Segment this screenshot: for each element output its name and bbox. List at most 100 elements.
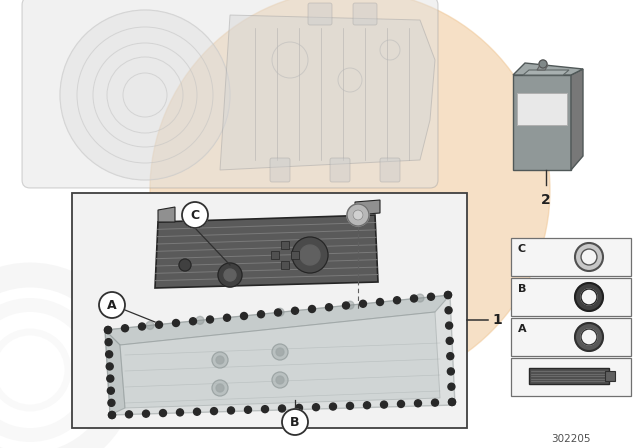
Circle shape: [106, 363, 113, 370]
Circle shape: [108, 387, 115, 394]
Circle shape: [346, 402, 353, 409]
Circle shape: [179, 259, 191, 271]
Circle shape: [342, 302, 349, 309]
Circle shape: [173, 319, 179, 327]
Circle shape: [276, 308, 284, 316]
Text: B: B: [291, 415, 300, 428]
Bar: [281, 261, 289, 269]
Circle shape: [415, 400, 422, 407]
Circle shape: [346, 301, 354, 309]
Circle shape: [397, 401, 404, 407]
Circle shape: [262, 405, 269, 413]
Circle shape: [376, 298, 383, 306]
Circle shape: [207, 316, 214, 323]
Circle shape: [447, 353, 454, 360]
Circle shape: [410, 295, 417, 302]
FancyBboxPatch shape: [380, 158, 400, 182]
Circle shape: [224, 269, 236, 281]
Circle shape: [581, 249, 597, 265]
Polygon shape: [105, 295, 455, 415]
Circle shape: [241, 313, 248, 319]
Circle shape: [106, 351, 113, 358]
Circle shape: [575, 323, 603, 351]
Circle shape: [381, 401, 387, 408]
Circle shape: [291, 307, 298, 314]
Polygon shape: [537, 65, 548, 70]
Circle shape: [416, 294, 424, 302]
Circle shape: [330, 403, 337, 410]
Circle shape: [272, 372, 288, 388]
Circle shape: [275, 309, 282, 316]
Circle shape: [156, 321, 163, 328]
Polygon shape: [355, 200, 380, 215]
Circle shape: [146, 321, 154, 329]
Bar: [511, 238, 631, 276]
Bar: [513, 75, 571, 170]
Circle shape: [150, 0, 550, 390]
Circle shape: [159, 409, 166, 417]
Circle shape: [189, 318, 196, 325]
Circle shape: [581, 289, 597, 305]
Bar: [281, 241, 289, 249]
Circle shape: [272, 344, 288, 360]
Bar: [291, 251, 299, 259]
Circle shape: [193, 408, 200, 415]
Circle shape: [364, 402, 371, 409]
Circle shape: [182, 202, 208, 228]
Bar: [511, 358, 631, 396]
Circle shape: [394, 297, 401, 304]
FancyBboxPatch shape: [330, 158, 350, 182]
Polygon shape: [155, 215, 378, 288]
Circle shape: [308, 306, 316, 313]
Circle shape: [108, 399, 115, 406]
Circle shape: [122, 325, 129, 332]
Circle shape: [445, 322, 452, 329]
Circle shape: [109, 412, 115, 418]
Bar: [605, 371, 615, 381]
Bar: [517, 93, 567, 125]
Polygon shape: [571, 69, 583, 170]
Circle shape: [212, 380, 228, 396]
Circle shape: [212, 352, 228, 368]
Circle shape: [216, 356, 224, 364]
Circle shape: [353, 210, 363, 220]
Circle shape: [109, 412, 115, 418]
Polygon shape: [513, 63, 583, 75]
Text: 302205: 302205: [551, 434, 591, 444]
Circle shape: [218, 263, 242, 287]
Text: 2: 2: [541, 193, 551, 207]
Circle shape: [326, 304, 333, 311]
Circle shape: [282, 409, 308, 435]
Circle shape: [105, 339, 112, 346]
Circle shape: [60, 10, 230, 180]
Circle shape: [575, 283, 603, 311]
Text: B: B: [518, 284, 526, 294]
FancyBboxPatch shape: [22, 0, 438, 188]
Circle shape: [446, 337, 453, 345]
Circle shape: [276, 376, 284, 384]
Bar: [271, 251, 279, 259]
Circle shape: [448, 383, 455, 390]
Circle shape: [581, 329, 597, 345]
Circle shape: [143, 410, 150, 417]
Circle shape: [99, 292, 125, 318]
Circle shape: [278, 405, 285, 412]
FancyBboxPatch shape: [353, 3, 377, 25]
Circle shape: [244, 406, 252, 414]
Circle shape: [445, 307, 452, 314]
Circle shape: [211, 408, 218, 414]
Bar: [511, 278, 631, 316]
Circle shape: [107, 375, 114, 382]
Circle shape: [292, 237, 328, 273]
Text: C: C: [191, 208, 200, 221]
Text: A: A: [518, 324, 527, 334]
FancyBboxPatch shape: [308, 3, 332, 25]
Circle shape: [276, 348, 284, 356]
Circle shape: [104, 327, 111, 333]
Circle shape: [138, 323, 145, 330]
Circle shape: [196, 316, 204, 324]
Bar: [511, 318, 631, 356]
Circle shape: [428, 293, 435, 300]
FancyBboxPatch shape: [270, 158, 290, 182]
Circle shape: [539, 60, 547, 68]
